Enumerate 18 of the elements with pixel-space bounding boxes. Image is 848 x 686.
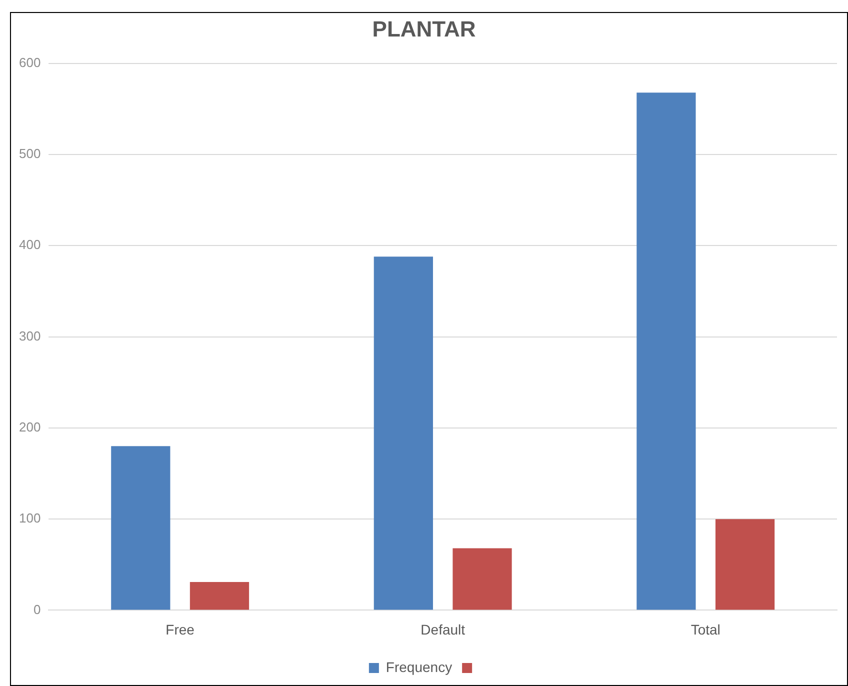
bar — [452, 548, 512, 610]
y-tick-label: 400 — [18, 237, 41, 252]
x-tick-label: Free — [166, 621, 195, 638]
bar — [190, 582, 250, 610]
y-tick-label: 500 — [18, 146, 41, 162]
bar — [715, 519, 775, 610]
y-tick-label: 100 — [18, 510, 41, 526]
x-tick-label: Total — [690, 621, 720, 638]
bar — [111, 446, 170, 610]
x-tick-label: Default — [420, 621, 466, 638]
bar — [636, 92, 696, 610]
y-tick-label: 200 — [18, 420, 41, 435]
y-tick-label: 600 — [18, 54, 41, 70]
y-tick-label: 0 — [33, 602, 41, 617]
bar — [374, 256, 433, 610]
legend-label: Frequency — [386, 658, 452, 675]
chart-title: PLANTAR — [372, 16, 476, 42]
y-tick-label: 300 — [18, 328, 41, 344]
